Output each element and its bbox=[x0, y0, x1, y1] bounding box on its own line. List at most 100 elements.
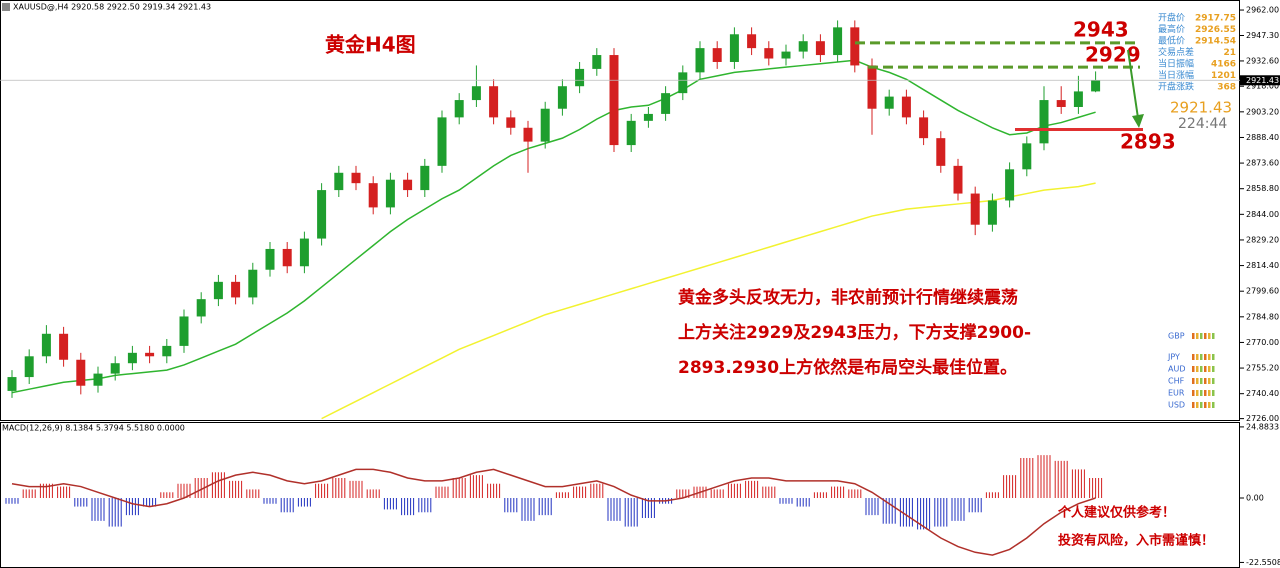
candle-body bbox=[213, 281, 223, 300]
candle-body bbox=[506, 117, 516, 128]
candle-body bbox=[712, 48, 722, 62]
candle-body bbox=[437, 117, 447, 166]
last-price: 2921.43 bbox=[1246, 76, 1279, 85]
strength-bar bbox=[1192, 333, 1195, 339]
candle-body bbox=[403, 179, 413, 191]
arrow-head bbox=[1132, 114, 1144, 128]
strength-bar bbox=[1204, 354, 1207, 360]
analysis-line: 上方关注2929及2943压力，下方支撑2900- bbox=[678, 322, 1031, 343]
strength-bar bbox=[1212, 402, 1215, 408]
strength-bar bbox=[1208, 354, 1211, 360]
candle-body bbox=[815, 41, 825, 56]
note: 个人建议仅供参考！ bbox=[1057, 505, 1175, 521]
strength-bar bbox=[1200, 333, 1203, 339]
candle-body bbox=[454, 100, 464, 118]
analysis-line: 黄金多头反攻无力，非农前预计行情继续震荡 bbox=[678, 287, 1018, 308]
y-tick-label: 0.00 bbox=[1246, 494, 1264, 503]
info-value: 368 bbox=[1217, 83, 1236, 93]
candle-body bbox=[575, 68, 585, 87]
candle-body bbox=[557, 86, 567, 109]
timer: 224:44 bbox=[1178, 116, 1227, 132]
ma-line bbox=[321, 182, 1096, 420]
candle-body bbox=[540, 108, 550, 142]
currency: AUD bbox=[1168, 365, 1186, 374]
strength-bar bbox=[1212, 366, 1215, 372]
chart-title: 黄金H4图 bbox=[325, 33, 416, 57]
candle-body bbox=[643, 113, 653, 121]
info-label: 开盘价 bbox=[1158, 12, 1185, 24]
strength-bar bbox=[1208, 333, 1211, 339]
y-tick-label: 2726.00 bbox=[1246, 414, 1279, 423]
candle-body bbox=[1039, 100, 1049, 144]
currency: EUR bbox=[1168, 389, 1185, 398]
candle-body bbox=[1091, 80, 1101, 92]
candle-body bbox=[368, 183, 378, 208]
strength-bar bbox=[1196, 333, 1199, 339]
strength-bar bbox=[1192, 378, 1195, 384]
candle-body bbox=[231, 281, 241, 298]
y-tick-label: 2918.00 bbox=[1246, 82, 1279, 91]
strength-bar bbox=[1196, 390, 1199, 396]
note: 投资有风险，入市需谨慎！ bbox=[1058, 533, 1214, 549]
y-tick-label: -22.5508 bbox=[1246, 558, 1280, 567]
strength-bar bbox=[1204, 390, 1207, 396]
icon bbox=[2, 3, 10, 11]
info-label: 当日涨幅 bbox=[1158, 69, 1194, 81]
candle-body bbox=[1073, 91, 1083, 107]
strength-bar bbox=[1200, 402, 1203, 408]
strength-bar bbox=[1204, 402, 1207, 408]
info-label: 最高价 bbox=[1158, 23, 1185, 35]
strength-bar bbox=[1200, 366, 1203, 372]
candle-body bbox=[987, 200, 997, 225]
info-label: 最低价 bbox=[1158, 35, 1185, 47]
candle-body bbox=[196, 299, 206, 317]
y-tick-label: 2873.60 bbox=[1246, 159, 1279, 168]
strength-bar bbox=[1200, 390, 1203, 396]
strength-bar bbox=[1192, 402, 1195, 408]
ma-line bbox=[11, 59, 1096, 394]
candle-body bbox=[24, 356, 34, 378]
candle-body bbox=[1056, 100, 1066, 107]
candle-body bbox=[850, 27, 860, 66]
y-tick-label: 2962.00 bbox=[1246, 6, 1279, 15]
candle-body bbox=[953, 165, 963, 194]
candle-body bbox=[351, 172, 361, 184]
candle-body bbox=[162, 345, 172, 357]
strength-bar bbox=[1212, 390, 1215, 396]
candle-body bbox=[919, 117, 929, 139]
price-label: 2921.43 bbox=[1170, 99, 1232, 117]
candle-body bbox=[248, 269, 258, 298]
strength-bar bbox=[1204, 378, 1207, 384]
arrow bbox=[1127, 49, 1139, 119]
candle-body bbox=[145, 352, 155, 357]
candle-body bbox=[592, 55, 602, 69]
candle-body bbox=[1022, 143, 1032, 170]
y-tick-label: 2829.20 bbox=[1246, 235, 1279, 244]
y-tick-label: 2932.60 bbox=[1246, 56, 1279, 65]
info-label: 交易点差 bbox=[1158, 46, 1194, 58]
candle-body bbox=[781, 51, 791, 59]
candle-body bbox=[626, 120, 636, 146]
info-label: 当日振幅 bbox=[1158, 58, 1194, 70]
candle-body bbox=[76, 359, 86, 386]
candle-body bbox=[41, 333, 51, 357]
info-value: 2914.54 bbox=[1195, 37, 1236, 47]
strength-bar bbox=[1212, 354, 1215, 360]
y-tick-label: 2784.80 bbox=[1246, 312, 1279, 321]
candle-body bbox=[282, 248, 292, 267]
y-tick-label: 2947.30 bbox=[1246, 31, 1279, 40]
level-label: 2929 bbox=[1085, 43, 1141, 67]
candle-body bbox=[93, 373, 103, 386]
candle-body bbox=[59, 333, 69, 360]
candle-body bbox=[729, 34, 739, 62]
strength-bar bbox=[1208, 390, 1211, 396]
candle-body bbox=[127, 352, 137, 364]
info-value: 2926.55 bbox=[1195, 25, 1236, 35]
info-value: 1201 bbox=[1211, 71, 1236, 81]
y-tick-label: 2858.80 bbox=[1246, 184, 1279, 193]
strength-bar bbox=[1196, 378, 1199, 384]
y-tick-label: 2844.00 bbox=[1246, 210, 1279, 219]
main-frame bbox=[0, 0, 1240, 421]
